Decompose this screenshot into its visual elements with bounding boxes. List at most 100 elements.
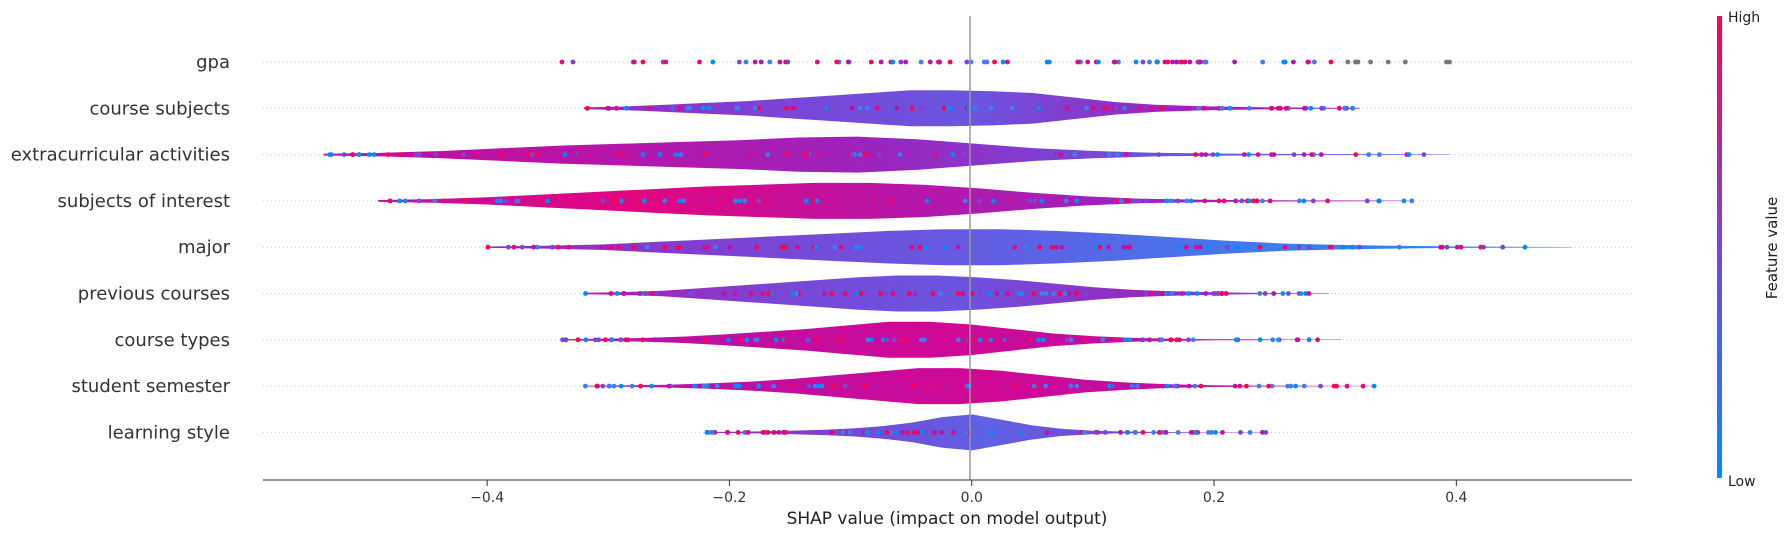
shap-dot bbox=[829, 430, 835, 435]
shap-dot bbox=[1074, 383, 1080, 389]
feature-label: gpa bbox=[196, 52, 230, 73]
shap-dot bbox=[662, 198, 668, 204]
shap-dot bbox=[1062, 291, 1068, 296]
shap-dot bbox=[1133, 430, 1138, 435]
shap-dot bbox=[1027, 198, 1033, 204]
shap-dot bbox=[701, 383, 707, 389]
shap-dot bbox=[766, 291, 771, 296]
shap-dot bbox=[576, 152, 582, 158]
shap-dot bbox=[621, 291, 626, 296]
shap-dot bbox=[575, 337, 581, 343]
shap-dot bbox=[1159, 105, 1165, 111]
shap-dot bbox=[485, 244, 491, 250]
shap-dot bbox=[1106, 152, 1112, 158]
shap-dot bbox=[1151, 430, 1156, 435]
shap-dot bbox=[1059, 244, 1065, 250]
shap-dot bbox=[1096, 59, 1101, 65]
shap-dot bbox=[678, 152, 684, 158]
shap-dot bbox=[1199, 152, 1204, 158]
shap-dot bbox=[677, 105, 683, 111]
shap-dot bbox=[498, 198, 504, 204]
feature-label: previous courses bbox=[78, 284, 230, 305]
shap-dot bbox=[673, 152, 679, 158]
shap-dot bbox=[1192, 383, 1198, 389]
shap-dot bbox=[1318, 383, 1323, 389]
feature-label: learning style bbox=[108, 422, 230, 443]
shap-dot bbox=[1206, 430, 1211, 435]
shap-dot bbox=[941, 105, 947, 111]
shap-dot bbox=[1051, 291, 1056, 296]
shap-dot bbox=[1282, 59, 1288, 65]
shap-dot bbox=[933, 383, 939, 389]
shap-dot bbox=[845, 59, 851, 65]
shap-dot bbox=[1012, 383, 1018, 389]
shap-dot bbox=[1009, 337, 1015, 343]
shap-dot bbox=[794, 337, 800, 343]
shap-dot bbox=[1113, 105, 1119, 111]
shap-dot bbox=[1083, 383, 1089, 389]
shap-dot bbox=[1257, 244, 1263, 250]
shap-dot bbox=[1458, 244, 1464, 250]
shap-dot bbox=[595, 383, 600, 389]
shap-dot bbox=[819, 383, 825, 389]
shap-dot bbox=[1019, 291, 1024, 296]
shap-dot bbox=[1269, 152, 1274, 158]
shap-dot bbox=[763, 244, 769, 250]
shap-dot bbox=[1122, 337, 1128, 343]
shap-dot bbox=[439, 152, 444, 158]
shap-dot bbox=[745, 152, 751, 158]
shap-dot bbox=[1039, 198, 1044, 204]
shap-dot bbox=[813, 244, 819, 250]
shap-dot bbox=[1159, 337, 1165, 343]
shap-dot bbox=[776, 430, 782, 435]
shap-dot bbox=[640, 337, 645, 343]
shap-dot bbox=[753, 337, 758, 343]
shap-dot bbox=[1159, 291, 1165, 296]
shap-dot bbox=[704, 430, 710, 435]
shap-dot bbox=[1177, 244, 1182, 250]
shap-dot bbox=[806, 383, 812, 389]
shap-dot bbox=[1083, 291, 1089, 296]
feature-row-course-types: course types bbox=[115, 321, 1632, 358]
shap-dot bbox=[1293, 383, 1298, 389]
shap-dot bbox=[767, 59, 773, 65]
shap-dot bbox=[1301, 152, 1307, 158]
shap-dot bbox=[822, 291, 827, 296]
shap-dot bbox=[721, 291, 727, 296]
shap-dot bbox=[1328, 59, 1334, 65]
shap-dot bbox=[566, 244, 571, 250]
shap-dot bbox=[790, 291, 795, 296]
shap-dot bbox=[657, 152, 663, 158]
shap-dot bbox=[961, 152, 967, 158]
shap-dot bbox=[824, 105, 829, 111]
shap-dot bbox=[1093, 244, 1098, 250]
shap-dot bbox=[1334, 383, 1339, 389]
shap-dot bbox=[1318, 152, 1324, 158]
shap-dot bbox=[1256, 383, 1262, 389]
shap-dot bbox=[1106, 244, 1112, 250]
shap-dot bbox=[924, 198, 930, 204]
shap-dot bbox=[1097, 244, 1102, 250]
shap-dot bbox=[903, 59, 909, 65]
shap-dot bbox=[1138, 105, 1143, 111]
shap-dot bbox=[784, 105, 789, 111]
shap-dot bbox=[1233, 198, 1239, 204]
shap-dot bbox=[1187, 59, 1193, 65]
shap-dot bbox=[1377, 152, 1382, 158]
shap-dot bbox=[619, 198, 624, 204]
shap-dot bbox=[950, 152, 956, 158]
shap-dot bbox=[1140, 430, 1146, 435]
shap-dot bbox=[752, 152, 757, 158]
shap-dot bbox=[1306, 244, 1312, 250]
shap-dot bbox=[1247, 105, 1252, 111]
shap-dot bbox=[1237, 383, 1243, 389]
shap-dot bbox=[1012, 244, 1018, 250]
shap-dot bbox=[1267, 198, 1273, 204]
shap-dot bbox=[849, 152, 855, 158]
shap-dot bbox=[838, 244, 844, 250]
shap-dot bbox=[782, 244, 788, 250]
shap-dot bbox=[1147, 337, 1152, 343]
shap-dot bbox=[1031, 383, 1037, 389]
shap-dot bbox=[814, 59, 820, 65]
shap-dot bbox=[1349, 244, 1355, 250]
